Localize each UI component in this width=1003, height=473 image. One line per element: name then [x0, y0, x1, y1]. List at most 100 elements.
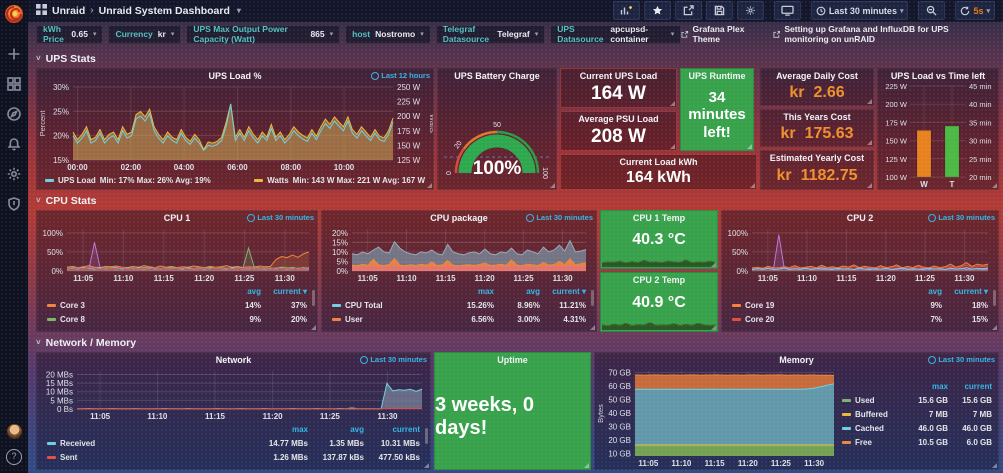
- tv-mode-button[interactable]: [773, 1, 801, 21]
- panel-time-range[interactable]: Last 30 minutes: [526, 213, 593, 222]
- panel-resize-handle[interactable]: [992, 463, 997, 468]
- panel-time-range[interactable]: Last 12 hours: [371, 71, 430, 80]
- legend-row[interactable]: Sent 1.26 MBs 137.87 kBs 477.50 kBs: [47, 450, 420, 464]
- legend-row[interactable]: Core 8 9% 20%: [47, 312, 307, 326]
- legend-row[interactable]: Used 15.6 GB 15.6 GB: [842, 393, 992, 407]
- panel-title[interactable]: CPU 2: [846, 213, 874, 223]
- breadcrumb-folder[interactable]: Unraid: [52, 4, 86, 17]
- panel-resize-handle[interactable]: [670, 101, 675, 106]
- panel-title[interactable]: Current Load kWh: [619, 157, 698, 167]
- panel-time-range[interactable]: Last 30 minutes: [247, 213, 314, 222]
- legend-row[interactable]: Free 10.5 GB 6.0 GB: [842, 435, 992, 449]
- panel-resize-handle[interactable]: [867, 99, 872, 104]
- legend-sort-max[interactable]: max: [477, 287, 494, 296]
- panel-resize-handle[interactable]: [590, 325, 595, 330]
- dashboard-settings-button[interactable]: [736, 1, 764, 21]
- legend-scrollbar[interactable]: [425, 428, 428, 444]
- create-plus-icon[interactable]: [6, 46, 22, 62]
- panel-title[interactable]: UPS Load %: [208, 71, 262, 81]
- variable-telegraf-datasource[interactable]: Telegraf Datasource Telegraf ▾: [435, 24, 546, 44]
- help-icon[interactable]: ?: [6, 449, 22, 465]
- panel-title[interactable]: Estimated Yearly Cost: [769, 153, 865, 163]
- legend-sort-max[interactable]: max: [931, 382, 948, 391]
- link-grafana-plex-theme[interactable]: Grafana Plex Theme: [681, 24, 759, 44]
- panel-resize-handle[interactable]: [867, 140, 872, 145]
- refresh-button[interactable]: 5s ▾: [955, 1, 995, 21]
- panel-resize-handle[interactable]: [992, 325, 997, 330]
- variable-ups-datasource[interactable]: UPS Datasource apcupsd-container ▾: [550, 24, 682, 44]
- panel-title[interactable]: Average Daily Cost: [776, 71, 858, 81]
- save-button[interactable]: [705, 1, 733, 21]
- panel-resize-handle[interactable]: [424, 463, 429, 468]
- legend-sort-avg[interactable]: avg: [928, 287, 942, 296]
- panel-title[interactable]: UPS Battery Charge: [454, 71, 540, 81]
- panel-title[interactable]: Network: [215, 355, 252, 365]
- zoom-out-button[interactable]: [918, 1, 946, 21]
- legend-sort-current[interactable]: current: [964, 382, 992, 391]
- grafana-logo-icon[interactable]: [3, 3, 25, 25]
- server-admin-shield-icon[interactable]: [6, 196, 22, 212]
- panel-time-range[interactable]: Last 30 minutes: [360, 355, 427, 364]
- dashboard-grid-icon[interactable]: [36, 3, 47, 18]
- legend-row[interactable]: Core 20 7% 15%: [732, 312, 988, 326]
- panel-title[interactable]: CPU 1 Temp: [632, 213, 686, 223]
- page-title[interactable]: Unraid System Dashboard: [98, 4, 230, 17]
- panel-title[interactable]: UPS Load vs Time left: [890, 71, 986, 81]
- legend-scrollbar[interactable]: [591, 290, 594, 306]
- row-header-ups-stats[interactable]: ˅ UPS Stats: [36, 52, 96, 65]
- legend-sort-avg[interactable]: avg: [526, 287, 540, 296]
- title-caret-icon[interactable]: ▾: [236, 6, 241, 16]
- legend-row[interactable]: Core 19 9% 18%: [732, 298, 988, 312]
- panel-title[interactable]: Uptime: [497, 355, 528, 365]
- panel-resize-handle[interactable]: [584, 463, 589, 468]
- add-panel-button[interactable]: [612, 1, 640, 21]
- legend-sort-current[interactable]: current ▾: [552, 287, 586, 296]
- star-button[interactable]: [643, 1, 671, 21]
- legend-sort-avg[interactable]: avg: [247, 287, 261, 296]
- panel-resize-handle[interactable]: [670, 144, 675, 149]
- panel-title[interactable]: Average PSU Load: [578, 114, 659, 124]
- variable-ups-max-output[interactable]: UPS Max Output Power Capacity (Watt) 865 ▾: [186, 24, 341, 44]
- panel-resize-handle[interactable]: [750, 183, 755, 188]
- legend-item[interactable]: Watts Min: 143 W Max: 221 W Avg: 167 W: [254, 174, 425, 187]
- panel-title[interactable]: CPU package: [430, 213, 488, 223]
- panel-resize-handle[interactable]: [867, 183, 872, 188]
- user-avatar[interactable]: [6, 424, 22, 439]
- panel-title[interactable]: CPU 1: [163, 213, 191, 223]
- panel-title[interactable]: CPU 2 Temp: [632, 275, 686, 285]
- variable-currency[interactable]: Currency kr ▾: [108, 24, 182, 44]
- panel-time-range[interactable]: Last 30 minutes: [928, 355, 995, 364]
- panel-resize-handle[interactable]: [311, 325, 316, 330]
- row-header-network-memory[interactable]: ˅ Network / Memory: [36, 336, 137, 349]
- link-ups-monitoring-guide[interactable]: Setting up Grafana and InfluxDB for UPS …: [773, 24, 995, 44]
- panel-title[interactable]: Memory: [779, 355, 814, 365]
- explore-compass-icon[interactable]: [6, 106, 22, 122]
- panel-resize-handle[interactable]: [711, 325, 716, 330]
- configuration-gear-icon[interactable]: [6, 166, 22, 182]
- panel-resize-handle[interactable]: [747, 144, 752, 149]
- legend-row[interactable]: CPU Total 15.26% 8.96% 11.21%: [332, 298, 586, 312]
- panel-time-range[interactable]: Last 30 minutes: [928, 213, 995, 222]
- panel-resize-handle[interactable]: [427, 183, 432, 188]
- variable-kwh-price[interactable]: kWh Price 0.65 ▾: [36, 24, 104, 44]
- legend-scrollbar[interactable]: [993, 290, 996, 306]
- row-header-cpu-stats[interactable]: ˅ CPU Stats: [36, 194, 97, 207]
- legend-sort-current[interactable]: current ▾: [273, 287, 307, 296]
- legend-sort-avg[interactable]: avg: [350, 425, 364, 434]
- legend-sort-current[interactable]: current: [392, 425, 420, 434]
- legend-item[interactable]: UPS Load Min: 17% Max: 26% Avg: 19%: [45, 174, 211, 187]
- legend-row[interactable]: Core 3 14% 37%: [47, 298, 307, 312]
- legend-row[interactable]: User 6.56% 3.00% 4.31%: [332, 312, 586, 326]
- legend-sort-current[interactable]: current ▾: [954, 287, 988, 296]
- panel-resize-handle[interactable]: [711, 262, 716, 267]
- share-button[interactable]: [674, 1, 702, 21]
- panel-title[interactable]: Current UPS Load: [579, 71, 658, 81]
- dashboards-icon[interactable]: [6, 76, 22, 92]
- alerting-bell-icon[interactable]: [6, 136, 22, 152]
- legend-row[interactable]: Cached 46.0 GB 46.0 GB: [842, 421, 992, 435]
- legend-scrollbar[interactable]: [312, 290, 315, 306]
- legend-sort-max[interactable]: max: [291, 425, 308, 434]
- legend-row[interactable]: Buffered 7 MB 7 MB: [842, 407, 992, 421]
- panel-title[interactable]: This Years Cost: [783, 112, 851, 122]
- variable-host[interactable]: host Nostromo ▾: [345, 24, 431, 44]
